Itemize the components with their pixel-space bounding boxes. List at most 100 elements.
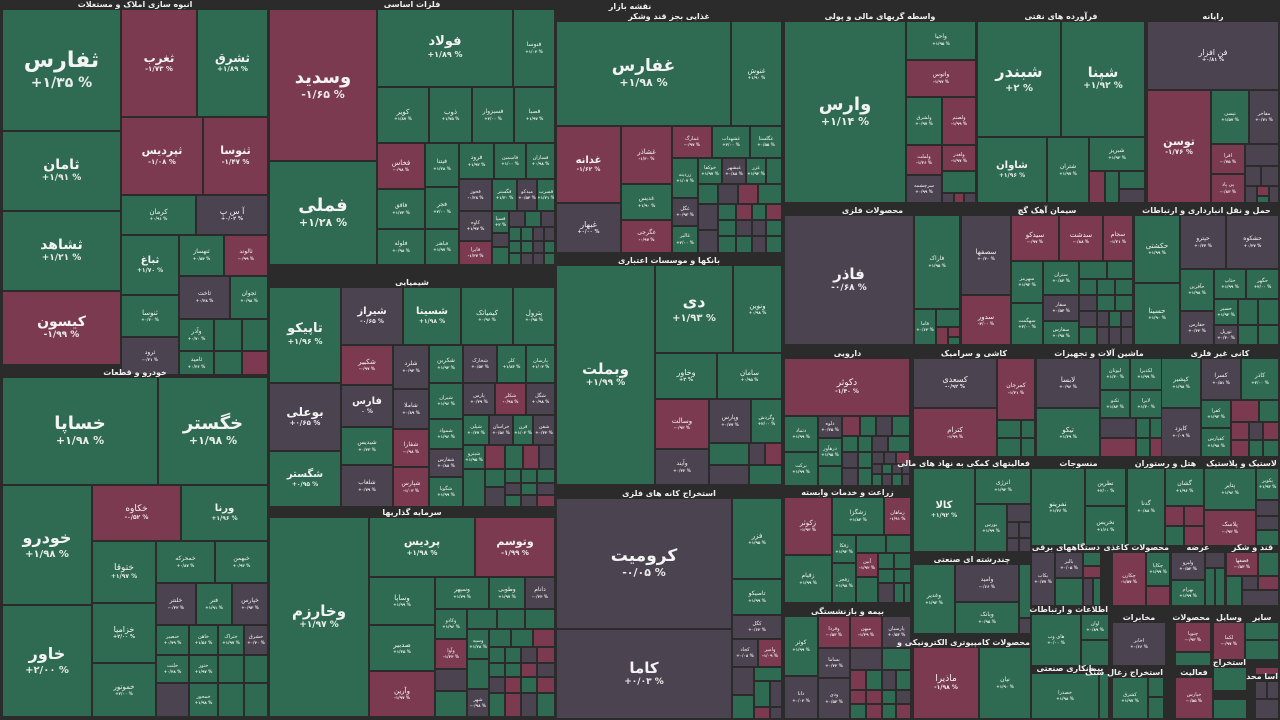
stock-tile[interactable]: حفارس +۰/۴۲ % <box>1181 312 1213 344</box>
stock-tile-unlabeled[interactable] <box>883 691 895 703</box>
stock-tile-unlabeled[interactable] <box>699 205 717 229</box>
stock-tile-unlabeled[interactable] <box>498 610 524 628</box>
stock-tile-unlabeled[interactable] <box>873 475 881 485</box>
stock-tile[interactable]: تیکو +۱/۳۹ % <box>1037 409 1099 456</box>
stock-tile-unlabeled[interactable] <box>490 678 504 692</box>
stock-tile-unlabeled[interactable] <box>1246 641 1278 659</box>
stock-tile-unlabeled[interactable] <box>767 159 781 183</box>
stock-tile-unlabeled[interactable] <box>843 417 859 435</box>
stock-tile[interactable]: سفار +۰/۵۴ % <box>1044 296 1078 320</box>
stock-tile-unlabeled[interactable] <box>542 212 554 226</box>
stock-tile[interactable]: فارس ۰ % <box>342 386 392 426</box>
stock-tile-unlabeled[interactable] <box>859 437 871 451</box>
stock-tile[interactable]: شفارا -۰/۹۸ % <box>394 430 428 466</box>
stock-tile[interactable]: شگل +۰/۹۸ % <box>527 384 554 414</box>
stock-tile-unlabeled[interactable] <box>857 536 885 552</box>
stock-tile-unlabeled[interactable] <box>955 194 963 202</box>
stock-tile[interactable]: شکلر -۰/۹۸ % <box>496 384 525 414</box>
stock-tile[interactable]: ثنوسا -۱/۴۷ % <box>204 118 267 194</box>
stock-tile[interactable]: دانا +۰/۰۴ % <box>785 677 817 718</box>
stock-tile-unlabeled[interactable] <box>1268 682 1278 698</box>
stock-tile[interactable]: خکاوه -۰/۵۲ % <box>93 486 180 540</box>
stock-tile-unlabeled[interactable] <box>1257 517 1278 529</box>
stock-tile[interactable]: فنر +۱/۹۱ % <box>197 584 231 624</box>
stock-tile[interactable]: شیران +۱/۹۶ % <box>430 384 462 418</box>
stock-tile-unlabeled[interactable] <box>1122 328 1132 344</box>
stock-tile[interactable]: تاپیکو +۱/۹۶ % <box>270 288 340 382</box>
stock-tile-unlabeled[interactable] <box>851 705 865 718</box>
stock-tile-unlabeled[interactable] <box>1185 527 1203 545</box>
stock-tile[interactable]: فن افزار +۰/۸۱ % <box>1148 22 1278 89</box>
stock-tile[interactable]: گشان +۱/۹۶ % <box>1166 469 1203 505</box>
stock-tile-unlabeled[interactable] <box>493 234 508 246</box>
stock-tile-unlabeled[interactable] <box>998 439 1020 456</box>
stock-tile-unlabeled[interactable] <box>998 421 1020 437</box>
stock-tile-unlabeled[interactable] <box>1232 423 1248 439</box>
stock-tile-unlabeled[interactable] <box>859 469 871 485</box>
stock-tile[interactable]: خساپا +۱/۹۸ % <box>3 378 157 484</box>
stock-tile-unlabeled[interactable] <box>767 237 781 252</box>
stock-tile-unlabeled[interactable] <box>895 570 910 582</box>
stock-tile[interactable]: وپارس +۰/۷۷ % <box>710 400 750 442</box>
stock-tile-unlabeled[interactable] <box>1020 619 1030 633</box>
stock-tile-unlabeled[interactable] <box>1080 312 1096 326</box>
stock-tile[interactable]: زردینه +۱/۰۷ % <box>673 159 697 197</box>
stock-tile-unlabeled[interactable] <box>245 656 267 682</box>
stock-tile[interactable]: قصفها -۰/۵۳ % <box>1227 553 1257 575</box>
stock-tile[interactable]: لایرا +۱/۳۰ % <box>1131 391 1161 417</box>
stock-tile-unlabeled[interactable] <box>949 338 959 344</box>
stock-tile-unlabeled[interactable] <box>1110 312 1120 326</box>
stock-tile-unlabeled[interactable] <box>1149 698 1163 718</box>
stock-tile-unlabeled[interactable] <box>771 682 781 706</box>
stock-tile[interactable]: مفاخر +۰/۷۱ % <box>1250 91 1278 143</box>
stock-tile[interactable]: سامان +۰/۹۵ % <box>718 354 781 398</box>
stock-tile-unlabeled[interactable] <box>965 194 975 202</box>
stock-tile-unlabeled[interactable] <box>883 671 895 689</box>
stock-tile[interactable]: خمحور +۱/۹۸ % <box>190 684 217 716</box>
stock-tile[interactable]: فسرب +۱/۲۱ % <box>538 180 554 210</box>
stock-tile-unlabeled[interactable] <box>755 682 769 706</box>
stock-tile-unlabeled[interactable] <box>1264 441 1278 456</box>
stock-tile[interactable]: دتماد +۱/۹۹ % <box>785 417 817 451</box>
stock-tile[interactable]: وبانک +۰/۹۵ % <box>956 603 1018 633</box>
stock-tile-unlabeled[interactable] <box>1020 565 1030 617</box>
stock-tile-unlabeled[interactable] <box>733 696 753 718</box>
stock-tile[interactable]: بالبر +۰/۰۵ % <box>1056 553 1082 577</box>
stock-tile-unlabeled[interactable] <box>1100 674 1108 718</box>
stock-tile[interactable]: زفجر +۱/۹۸ % <box>833 564 855 602</box>
stock-tile-unlabeled[interactable] <box>905 584 910 602</box>
stock-tile-unlabeled[interactable] <box>1214 668 1246 690</box>
stock-tile[interactable]: افرا -۰/۷۵ % <box>1212 145 1244 173</box>
stock-tile[interactable]: درهآور +۱/۹۵ % <box>819 439 841 465</box>
stock-tile[interactable]: شفن +۰/۳۴ % <box>534 416 554 444</box>
stock-tile-unlabeled[interactable] <box>937 328 947 344</box>
stock-tile-unlabeled[interactable] <box>879 554 893 568</box>
stock-tile[interactable]: تاصیکو +۱/۹۹ % <box>733 580 781 614</box>
stock-tile-unlabeled[interactable] <box>867 705 881 718</box>
stock-tile[interactable]: ثپردیس -۱/۰۸ % <box>122 118 202 194</box>
stock-tile-unlabeled[interactable] <box>753 205 765 219</box>
stock-tile-unlabeled[interactable] <box>1206 553 1224 567</box>
stock-tile-unlabeled[interactable] <box>1166 507 1183 525</box>
stock-tile-unlabeled[interactable] <box>436 670 466 690</box>
stock-tile-unlabeled[interactable] <box>490 648 504 662</box>
stock-tile-unlabeled[interactable] <box>510 212 524 226</box>
stock-tile[interactable]: شتران +۱/۹۷ % <box>1048 138 1088 202</box>
stock-tile-unlabeled[interactable] <box>1185 507 1203 525</box>
stock-tile[interactable]: بهرام +۱/۹۹ % <box>1172 581 1204 605</box>
stock-tile-unlabeled[interactable] <box>895 554 910 568</box>
stock-tile-unlabeled[interactable] <box>719 205 735 219</box>
stock-tile[interactable]: آبین -۱/۹۲ % <box>857 554 877 576</box>
stock-tile[interactable]: شبریز +۱/۹۳ % <box>1090 138 1144 170</box>
stock-tile[interactable]: حپترو +۰/۳۴ % <box>1181 216 1225 268</box>
stock-tile[interactable]: شبندر +۲ % <box>978 22 1060 136</box>
stock-tile[interactable]: میدکو +۰/۵۴ % <box>518 180 536 210</box>
stock-tile[interactable]: خپارس -۰/۵۵ % <box>1176 678 1212 718</box>
stock-tile-unlabeled[interactable] <box>538 694 554 716</box>
stock-tile-unlabeled[interactable] <box>1256 668 1278 674</box>
stock-tile[interactable]: شگویا +۱/۹۹ % <box>430 478 462 506</box>
stock-tile[interactable]: غفارس +۱/۹۸ % <box>557 22 730 125</box>
stock-tile[interactable]: ثجوان +۰/۹۸ % <box>231 277 267 318</box>
stock-tile[interactable]: کترام -۱/۹۹ % <box>914 409 996 456</box>
stock-tile-unlabeled[interactable] <box>897 671 910 689</box>
